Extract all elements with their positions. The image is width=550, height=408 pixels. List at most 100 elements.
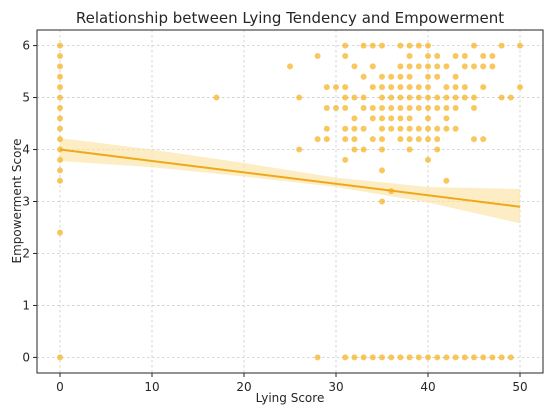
data-point (415, 42, 422, 49)
data-point (213, 94, 220, 101)
data-point (397, 104, 404, 111)
data-point (360, 125, 367, 132)
data-point (333, 84, 339, 91)
data-point (323, 84, 330, 91)
data-point (489, 52, 496, 59)
data-point (388, 84, 395, 91)
data-point (471, 104, 477, 111)
data-point (425, 104, 431, 111)
data-point (388, 73, 395, 80)
data-point (406, 84, 413, 91)
data-point (369, 136, 376, 143)
data-point (443, 115, 450, 122)
data-point (406, 354, 413, 361)
x-tick-label: 50 (512, 380, 527, 394)
data-point (314, 354, 321, 361)
y-axis-label: Empowerment Score (10, 139, 24, 264)
data-point (434, 104, 441, 111)
data-point (461, 94, 468, 101)
data-point (397, 84, 404, 91)
data-point (342, 354, 349, 361)
data-point (461, 354, 468, 361)
data-point (342, 84, 349, 91)
data-point (425, 354, 431, 361)
data-point (379, 354, 385, 361)
y-axis-ticks: 0 1 2 3 4 5 6 (22, 39, 37, 364)
data-point (425, 84, 431, 91)
y-tick-label: 5 (22, 91, 30, 105)
data-point (406, 42, 413, 49)
data-point (498, 94, 505, 101)
chart-title: Relationship between Lying Tendency and … (76, 9, 504, 27)
data-point (379, 198, 385, 205)
data-point (379, 167, 385, 174)
data-point (333, 104, 339, 111)
data-point (443, 177, 450, 184)
data-point (397, 354, 404, 361)
data-point (415, 63, 422, 70)
data-point (388, 94, 395, 101)
data-point (397, 73, 404, 80)
data-point (480, 136, 487, 143)
data-point (323, 104, 330, 111)
y-tick-label: 2 (22, 246, 30, 260)
data-point (379, 115, 385, 122)
data-point (406, 104, 413, 111)
data-point (369, 115, 376, 122)
x-tick-label: 40 (420, 380, 435, 394)
data-point (397, 63, 404, 70)
data-point (360, 42, 367, 49)
data-point (425, 63, 431, 70)
data-point (415, 354, 422, 361)
data-point (452, 125, 459, 132)
data-point (406, 52, 413, 59)
data-point (388, 354, 395, 361)
data-point (415, 84, 422, 91)
data-point (379, 42, 385, 49)
data-point (434, 136, 441, 143)
data-point (57, 115, 63, 122)
data-point (314, 52, 321, 59)
x-tick-label: 10 (144, 380, 159, 394)
data-point (452, 73, 459, 80)
data-point (57, 125, 63, 132)
data-point (342, 125, 349, 132)
data-point (342, 52, 349, 59)
data-point (406, 73, 413, 80)
data-point (57, 63, 63, 70)
data-point (351, 136, 358, 143)
data-point (369, 63, 376, 70)
x-tick-label: 0 (56, 380, 64, 394)
data-point (57, 167, 63, 174)
data-point (379, 136, 385, 143)
data-point (425, 52, 431, 59)
data-point (296, 94, 303, 101)
data-point (323, 136, 330, 143)
data-point (406, 136, 413, 143)
x-axis-ticks: 0 10 20 30 40 50 (56, 373, 528, 394)
y-tick-label: 1 (22, 298, 30, 312)
data-point (517, 42, 523, 49)
data-point (406, 125, 413, 132)
regression-line (59, 148, 521, 208)
data-point (452, 104, 459, 111)
data-point (434, 125, 441, 132)
data-point (498, 42, 505, 49)
data-point (57, 94, 63, 101)
data-point (443, 354, 450, 361)
data-point (342, 94, 349, 101)
data-point (351, 115, 358, 122)
data-point (415, 125, 422, 132)
data-point (461, 52, 468, 59)
data-point (425, 73, 431, 80)
data-point (342, 104, 349, 111)
data-point (388, 115, 395, 122)
data-point (351, 125, 358, 132)
data-point (342, 136, 349, 143)
data-point (397, 115, 404, 122)
data-point (498, 354, 505, 361)
data-point (369, 84, 376, 91)
data-point (452, 94, 459, 101)
data-point (379, 73, 385, 80)
